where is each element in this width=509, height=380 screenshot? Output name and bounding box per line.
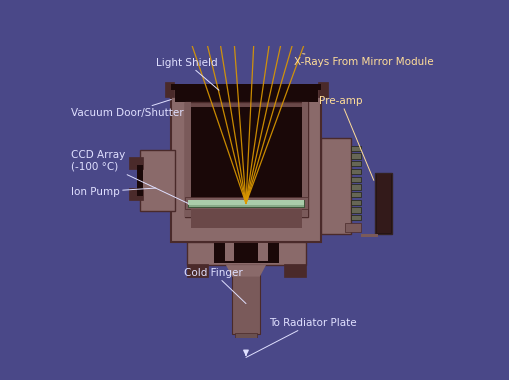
Bar xyxy=(232,265,259,334)
Bar xyxy=(258,244,267,261)
Text: Vacuum Door/Shutter: Vacuum Door/Shutter xyxy=(71,100,183,118)
Bar xyxy=(190,107,302,200)
Bar xyxy=(350,207,361,213)
Bar xyxy=(140,150,175,211)
Bar xyxy=(375,173,391,234)
Bar xyxy=(350,215,361,220)
Bar xyxy=(185,102,190,217)
Bar xyxy=(376,174,390,233)
Bar xyxy=(186,263,208,277)
Bar xyxy=(350,192,361,197)
Bar xyxy=(302,102,307,217)
Bar xyxy=(129,157,143,169)
Bar xyxy=(185,197,307,209)
Text: Pre-amp: Pre-amp xyxy=(319,96,373,180)
Bar xyxy=(188,200,304,207)
Bar xyxy=(213,244,278,263)
Bar xyxy=(321,138,350,234)
Bar xyxy=(171,84,321,90)
Bar xyxy=(171,88,321,242)
Bar xyxy=(190,209,302,228)
Text: Ion Pump: Ion Pump xyxy=(71,187,156,197)
Bar xyxy=(350,169,361,174)
Bar xyxy=(175,88,317,102)
Bar xyxy=(361,234,378,238)
Polygon shape xyxy=(225,265,266,277)
Bar xyxy=(186,242,305,265)
Bar xyxy=(318,82,327,97)
Bar xyxy=(188,200,304,205)
Bar xyxy=(344,223,361,232)
Bar xyxy=(284,263,305,277)
Text: Cold Finger: Cold Finger xyxy=(184,268,245,304)
Bar xyxy=(350,146,361,151)
Text: CCD Array
(-100 °C): CCD Array (-100 °C) xyxy=(71,150,188,203)
Text: X-Rays From Mirror Module: X-Rays From Mirror Module xyxy=(294,54,433,67)
Bar xyxy=(235,333,256,356)
Bar xyxy=(136,165,143,196)
Bar xyxy=(350,176,361,182)
Text: Light Shield: Light Shield xyxy=(156,57,218,90)
Bar xyxy=(350,161,361,166)
Bar xyxy=(350,200,361,205)
Bar xyxy=(225,244,234,261)
Text: To Radiator Plate: To Radiator Plate xyxy=(245,318,356,358)
Bar xyxy=(129,188,143,200)
Bar xyxy=(350,184,361,190)
Bar xyxy=(185,102,307,217)
Bar xyxy=(165,82,174,97)
Bar xyxy=(350,154,361,159)
